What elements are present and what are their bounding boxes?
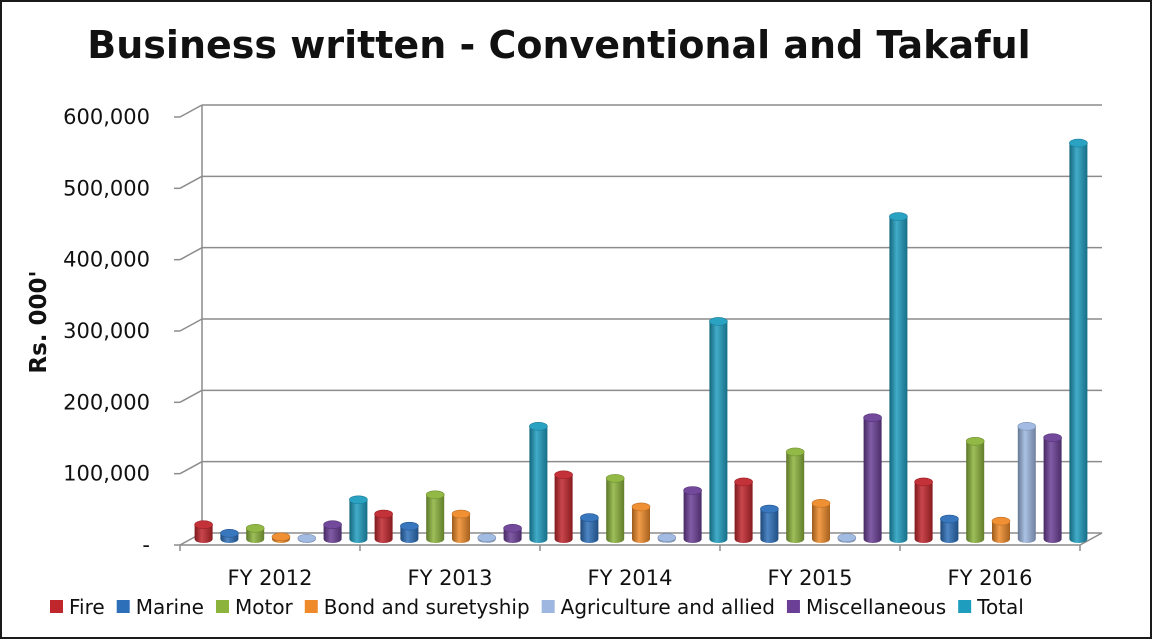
bar-fire-fy-2015	[734, 477, 753, 543]
gridline-depth	[179, 104, 203, 118]
bar-agriculture-and-allied-fy-2013	[477, 533, 497, 543]
legend-item-bond-and-suretyship: Bond and suretyship	[304, 595, 530, 619]
bar-fire-fy-2016	[914, 477, 933, 543]
y-axis-label: Rs. 000'	[26, 270, 52, 373]
legend: Fire Marine Motor Bond and suretyship Agricu…	[50, 595, 1024, 619]
gridline-depth	[179, 461, 203, 475]
bar-bond-and-suretyship-fy-2015	[811, 499, 831, 543]
x-tick-label: FY 2014	[587, 566, 672, 590]
legend-swatch	[958, 600, 972, 613]
bar-miscellaneous-fy-2013	[503, 523, 522, 543]
bar-marine-fy-2012	[220, 528, 239, 543]
legend-label: Fire	[69, 595, 105, 619]
bars	[194, 138, 1088, 544]
y-tick-label: 100,000	[63, 462, 150, 486]
legend-item-marine: Marine	[116, 595, 204, 619]
y-tick-label: 200,000	[63, 390, 150, 414]
bar-bond-and-suretyship-fy-2016	[991, 516, 1011, 543]
bar-total-fy-2012	[349, 495, 368, 543]
legend-swatch	[786, 600, 800, 613]
y-tick-label: 500,000	[63, 176, 150, 200]
bar-marine-fy-2016	[940, 514, 959, 543]
bar-motor-fy-2012	[245, 523, 265, 543]
bar-total-fy-2014	[709, 317, 728, 543]
bar-bond-and-suretyship-fy-2013	[451, 509, 471, 543]
gridlines	[179, 104, 1102, 533]
y-tick-label: -	[142, 533, 150, 557]
y-tick-labels: - 100,000 200,000 300,000 400,000 500,000 600,…	[63, 105, 150, 557]
bar-miscellaneous-fy-2015	[863, 413, 882, 543]
legend-swatch	[50, 600, 63, 613]
bar-miscellaneous-fy-2016	[1043, 433, 1062, 543]
gridline-depth	[179, 247, 203, 261]
gridline-depth	[179, 389, 203, 403]
bar-miscellaneous-fy-2014	[683, 486, 702, 543]
legend-swatch	[215, 600, 229, 613]
legend-item-miscellaneous: Miscellaneous	[786, 595, 946, 619]
x-tick-labels: FY 2012 FY 2013 FY 2014 FY 2015 FY 2016	[227, 566, 1032, 590]
y-tick-label: 400,000	[63, 248, 150, 272]
bar-fire-fy-2013	[374, 509, 393, 543]
legend-item-agriculture-and-allied: Agriculture and allied	[541, 595, 775, 619]
bar-bond-and-suretyship-fy-2012	[271, 532, 291, 543]
legend-label: Agriculture and allied	[561, 595, 775, 619]
legend-label: Total	[976, 595, 1024, 619]
bar-fire-fy-2012	[194, 520, 213, 543]
bar-total-fy-2015	[889, 212, 908, 543]
legend-label: Bond and suretyship	[324, 595, 530, 619]
legend-label: Miscellaneous	[806, 595, 946, 619]
bar-marine-fy-2013	[400, 521, 419, 543]
bar-motor-fy-2016	[965, 436, 985, 543]
x-tick-label: FY 2012	[227, 566, 312, 590]
legend-swatch	[541, 600, 555, 613]
legend-swatch	[116, 600, 130, 613]
x-tick-label: FY 2013	[407, 566, 492, 590]
bar-agriculture-and-allied-fy-2015	[837, 533, 857, 543]
bar-marine-fy-2015	[760, 504, 779, 543]
bar-agriculture-and-allied-fy-2016	[1017, 421, 1037, 544]
legend-item-motor: Motor	[215, 595, 294, 619]
bar-agriculture-and-allied-fy-2014	[657, 533, 677, 543]
x-tick-label: FY 2015	[767, 566, 852, 590]
gridline-depth	[179, 318, 203, 332]
bar-agriculture-and-allied-fy-2012	[297, 533, 317, 543]
gridline-depth	[179, 175, 203, 189]
axes	[174, 116, 1103, 551]
bar-motor-fy-2013	[425, 490, 445, 543]
y-tick-label: 300,000	[63, 319, 150, 343]
y-tick-label: 600,000	[63, 105, 150, 129]
legend-item-fire: Fire	[50, 595, 105, 619]
chart-title: Business written - Conventional and Taka…	[87, 23, 1030, 67]
bar-motor-fy-2014	[605, 474, 625, 543]
legend-label: Marine	[136, 595, 204, 619]
legend-item-total: Total	[958, 595, 1024, 619]
bar-bond-and-suretyship-fy-2014	[631, 502, 651, 543]
bar-total-fy-2016	[1069, 138, 1088, 543]
bar-total-fy-2013	[529, 421, 548, 543]
bar-fire-fy-2014	[554, 470, 573, 543]
legend-label: Motor	[235, 595, 294, 619]
bar-motor-fy-2015	[785, 447, 805, 543]
bar-miscellaneous-fy-2012	[323, 520, 342, 543]
legend-swatch	[304, 600, 318, 613]
x-tick-label: FY 2016	[947, 566, 1032, 590]
bar-marine-fy-2014	[580, 513, 599, 543]
